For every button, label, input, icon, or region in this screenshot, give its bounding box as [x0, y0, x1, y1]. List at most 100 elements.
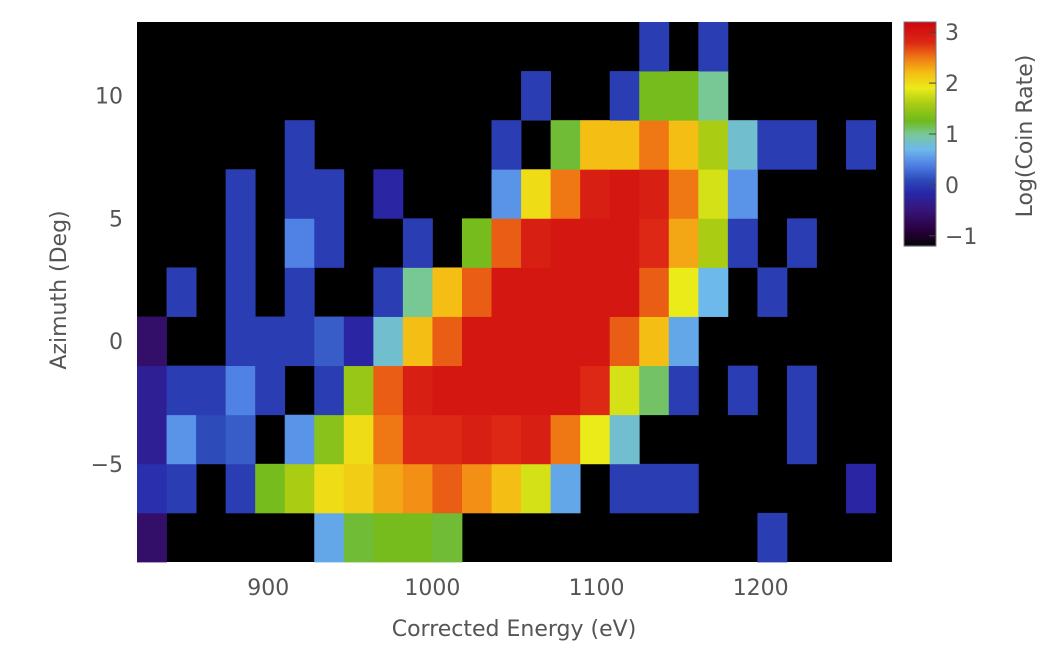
colorbar-segment [904, 146, 936, 149]
heatmap-cell [668, 169, 699, 219]
heatmap-cell [639, 463, 670, 514]
axes: 900 1000 1100 1200 −5 0 5 10 [91, 85, 789, 601]
heatmap-cell [373, 414, 404, 465]
heatmap-cell [698, 218, 729, 268]
colorbar-segment [904, 233, 936, 237]
heatmap-cell [639, 169, 670, 219]
colorbar-segment [904, 182, 936, 186]
colorbar-segment [904, 64, 936, 68]
colorbar-segment [904, 32, 936, 35]
heatmap-cell [786, 414, 817, 465]
heatmap-cell [580, 316, 611, 367]
colorbar-segment [904, 191, 936, 194]
colorbar-segment [904, 148, 936, 151]
heatmap-cell [166, 463, 197, 514]
colorbar-segment [904, 241, 936, 245]
colorbar-segment [904, 109, 936, 113]
colorbar-segment [904, 201, 936, 204]
colorbar-segment [904, 199, 936, 202]
heatmap-cell [402, 267, 433, 317]
colorbar-segment [904, 193, 936, 196]
colorbar-segment [904, 113, 936, 117]
heatmap-cell [432, 414, 463, 465]
heatmap-cell [402, 512, 433, 563]
colorbar-segment [904, 85, 936, 88]
heatmap-cell [609, 414, 640, 465]
heatmap-cell [314, 218, 345, 268]
heatmap-cell [137, 512, 167, 563]
heatmap-cell [432, 365, 463, 416]
colorbar-segment [904, 62, 936, 66]
colorbar-segment [904, 174, 936, 178]
heatmap-cell [609, 463, 640, 514]
heatmap-cell [550, 316, 581, 367]
colorbar-segment [904, 156, 936, 160]
colorbar-segment [904, 125, 936, 129]
heatmap-cell [137, 414, 167, 465]
heatmap-cell [225, 365, 256, 416]
colorbar-segment [904, 105, 936, 109]
x-tick-label: 900 [247, 576, 289, 601]
plot-area [137, 22, 892, 563]
heatmap-cell [521, 463, 552, 514]
colorbar-segment [904, 209, 936, 212]
heatmap-cell [284, 316, 315, 367]
heatmap-cell [757, 512, 788, 563]
heatmap-cell [580, 218, 611, 268]
heatmap-cell [580, 120, 611, 170]
colorbar-segment [904, 40, 936, 43]
heatmap-cell [166, 365, 197, 416]
colorbar-segment [904, 223, 936, 227]
heatmap-cell [284, 169, 315, 219]
colorbar-segment [904, 158, 936, 162]
heatmap-cell [314, 316, 345, 367]
colorbar-segment [904, 131, 936, 135]
heatmap-cell [461, 365, 492, 416]
colorbar-segment [904, 217, 936, 221]
heatmap-cell [580, 365, 611, 416]
colorbar-segment [904, 172, 936, 176]
heatmap-cell [432, 463, 463, 514]
heatmap-cell [846, 463, 876, 514]
colorbar-segment [904, 99, 936, 103]
colorbar-segment [904, 239, 936, 243]
heatmap-cell [757, 120, 788, 170]
heatmap-cell [698, 169, 729, 219]
colorbar-segment [904, 79, 936, 82]
heatmap-cell [491, 120, 522, 170]
heatmap-cell [786, 218, 817, 268]
heatmap-cell [550, 267, 581, 317]
colorbar-segment [904, 134, 936, 137]
heatmap-cell [225, 169, 256, 219]
colorbar-segment [904, 46, 936, 50]
colorbar-segment [904, 38, 936, 41]
colorbar-segment [904, 154, 936, 157]
heatmap-cell [402, 316, 433, 367]
colorbar-segment [904, 213, 936, 217]
heatmap-cell [727, 365, 758, 416]
heatmap-cell [343, 414, 374, 465]
heatmap-cell [757, 267, 788, 317]
heatmap-cell [639, 22, 670, 72]
x-tick-label: 1200 [733, 576, 789, 601]
heatmap-cell [402, 365, 433, 416]
colorbar-segment [904, 101, 936, 105]
heatmap-cell [639, 71, 670, 121]
colorbar-segment [904, 58, 936, 62]
colorbar-segment [904, 121, 936, 125]
colorbar-segment [904, 54, 936, 58]
heatmap-cell [196, 414, 227, 465]
heatmap-cell [491, 414, 522, 465]
heatmap-cell [580, 414, 611, 465]
colorbar-segment [904, 44, 936, 48]
heatmap-cell [491, 218, 522, 268]
colorbar-segment [904, 160, 936, 164]
heatmap-cell [314, 365, 345, 416]
colorbar-segment [904, 30, 936, 33]
heatmap-cell [609, 71, 640, 121]
heatmap-cell [225, 463, 256, 514]
heatmap-cell [609, 218, 640, 268]
x-axis-label: Corrected Energy (eV) [392, 617, 637, 642]
